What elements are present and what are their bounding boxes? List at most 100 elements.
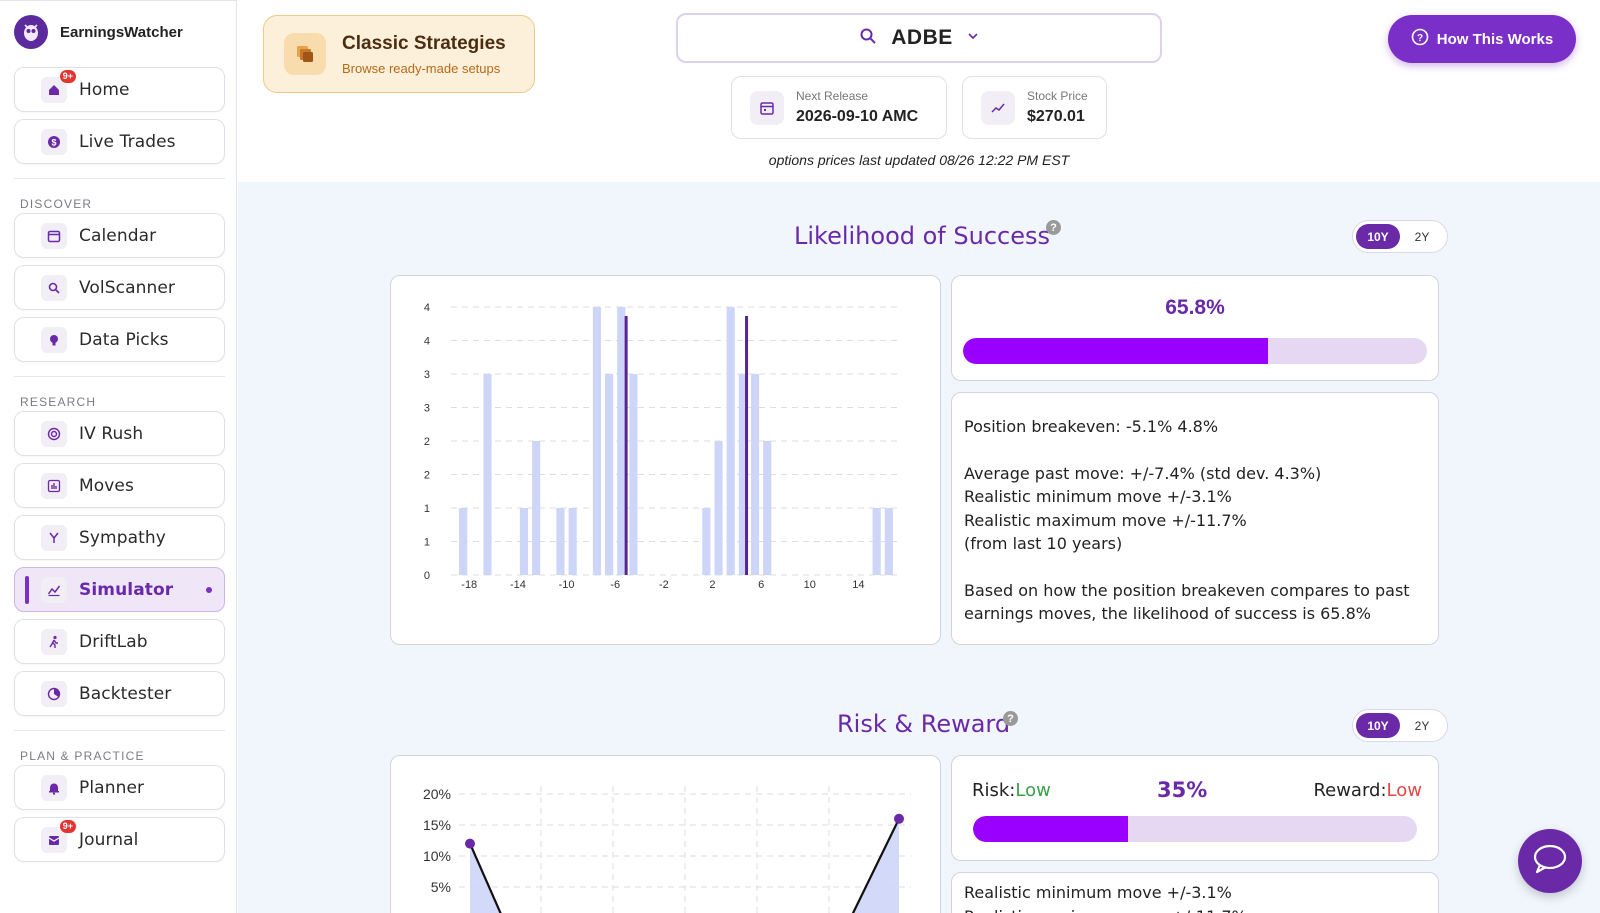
histogram-bar — [629, 374, 638, 575]
stock-price-box: Stock Price $270.01 — [962, 76, 1107, 139]
risk-reward-stats: Realistic minimum move +/-3.1% Realistic… — [964, 881, 1247, 913]
toggle-10y[interactable]: 10Y — [1356, 713, 1400, 738]
sidebar-item-label: Simulator — [79, 579, 174, 600]
ticker-selector[interactable]: ADBE — [676, 13, 1162, 63]
histogram-bar — [483, 374, 492, 575]
search-icon — [41, 274, 67, 301]
divider — [14, 730, 225, 731]
updated-timestamp: options prices last updated 08/26 12:22 … — [768, 152, 1070, 168]
help-circle-icon: ? — [1411, 28, 1429, 50]
histogram-bar — [884, 508, 893, 575]
likelihood-title: Likelihood of Success — [794, 222, 1050, 250]
sidebar-item-driftlab[interactable]: DriftLab — [14, 619, 225, 664]
sidebar-item-live-trades[interactable]: $ Live Trades — [14, 119, 225, 164]
sidebar-item-planner[interactable]: Planner — [14, 765, 225, 810]
sidebar-item-simulator[interactable]: Simulator — [14, 567, 225, 612]
calendar-icon — [750, 90, 784, 125]
toggle-2y[interactable]: 2Y — [1414, 229, 1430, 244]
risk-reward-title: Risk & Reward — [837, 710, 1011, 738]
y-tick-label: 3 — [424, 369, 430, 381]
loss-area-left — [470, 843, 501, 913]
payoff-line-right — [851, 818, 900, 913]
payoff-chart-card: 20% 15% 10% 5% — [390, 755, 941, 913]
histogram-bar — [532, 441, 541, 575]
sidebar-item-label: Journal — [79, 829, 139, 850]
next-release-box: Next Release 2026-09-10 AMC — [731, 76, 947, 139]
sidebar-item-label: Backtester — [79, 683, 172, 704]
sidebar-item-label: DriftLab — [79, 631, 148, 652]
sidebar-item-iv-rush[interactable]: IV Rush — [14, 411, 225, 456]
sidebar-item-label: Home — [79, 79, 130, 100]
y-tick-label: 3 — [424, 403, 430, 415]
histogram-bar — [872, 508, 881, 575]
stock-price-value: $270.01 — [1027, 108, 1085, 125]
journal-icon: 9+ — [41, 818, 77, 853]
sidebar-item-journal[interactable]: 9+ Journal — [14, 817, 225, 862]
chat-button[interactable] — [1518, 829, 1582, 893]
brand-name: EarningsWatcher — [60, 23, 183, 41]
sidebar-item-backtester[interactable]: Backtester — [14, 671, 225, 716]
section-label-research: RESEARCH — [20, 395, 97, 409]
y-tick-label: 5% — [431, 879, 451, 895]
active-indicator — [25, 576, 29, 604]
y-tick-label: 1 — [424, 503, 430, 515]
ticker-symbol: ADBE — [891, 26, 953, 49]
help-icon[interactable]: ? — [1003, 711, 1018, 726]
main-panel: Likelihood of Success ? 10Y 2Y 0 1 1 2 2 3 3 4 4… — [238, 182, 1600, 913]
histogram-bar — [714, 441, 723, 575]
y-tick-label: 0 — [424, 570, 430, 582]
y-tick-label: 2 — [424, 436, 430, 448]
risk-reward-percent: 35% — [1157, 778, 1208, 802]
trend-icon — [981, 90, 1015, 125]
histogram-bar — [617, 307, 626, 575]
help-icon[interactable]: ? — [1046, 220, 1061, 235]
risk-group: Risk:Low — [972, 780, 1051, 801]
reward-group: Reward:Low — [1313, 780, 1422, 801]
home-icon: 9+ — [41, 68, 77, 103]
likelihood-progress-bar — [963, 338, 1427, 364]
x-tick-label: -2 — [659, 579, 669, 591]
risk-reward-progress-bar — [973, 816, 1417, 842]
sidebar-item-sympathy[interactable]: Sympathy — [14, 515, 225, 560]
histogram-bar — [750, 374, 760, 575]
classic-strategies-button[interactable]: Classic Strategies Browse ready-made set… — [263, 15, 535, 93]
risk-label: Risk: — [972, 779, 1016, 801]
sidebar-item-label: Live Trades — [79, 131, 176, 152]
summary-line-2: earnings moves, the likelihood of succes… — [964, 604, 1371, 623]
bell-icon — [41, 774, 67, 801]
dollar-icon: $ — [41, 128, 67, 155]
x-tick-label: 2 — [709, 579, 715, 591]
sidebar-item-home[interactable]: 9+ Home — [14, 67, 225, 112]
brand[interactable]: EarningsWatcher — [14, 15, 183, 49]
histogram-bar — [763, 441, 772, 575]
classic-title: Classic Strategies — [342, 32, 506, 54]
histogram-bar — [605, 374, 614, 575]
section-label-plan: PLAN & PRACTICE — [20, 749, 145, 763]
x-tick-label: 14 — [852, 579, 864, 591]
histogram-bar — [519, 508, 529, 575]
sidebar-item-data-picks[interactable]: Data Picks — [14, 317, 225, 362]
simulator-icon — [41, 576, 67, 603]
x-tick-label: 10 — [804, 579, 816, 591]
histogram-bar — [592, 307, 602, 575]
history-icon — [41, 680, 67, 707]
sidebar-item-label: IV Rush — [79, 423, 144, 444]
runner-icon — [41, 628, 67, 655]
y-tick-label: 1 — [424, 537, 430, 549]
sidebar-item-calendar[interactable]: Calendar — [14, 213, 225, 258]
toggle-10y[interactable]: 10Y — [1356, 224, 1400, 249]
toggle-2y[interactable]: 2Y — [1414, 718, 1430, 733]
reward-label: Reward: — [1313, 779, 1387, 801]
sidebar-item-volscanner[interactable]: VolScanner — [14, 265, 225, 310]
breakeven-text: Position breakeven: -5.1% 4.8% — [964, 417, 1219, 436]
lightbulb-icon — [41, 326, 67, 353]
how-this-works-button[interactable]: ? How This Works — [1388, 15, 1576, 63]
sidebar-item-moves[interactable]: Moves — [14, 463, 225, 508]
y-tick-label: 10% — [423, 848, 451, 864]
risk-reward-progress-fill — [973, 816, 1129, 842]
section-label-discover: DISCOVER — [20, 197, 93, 211]
y-tick-label: 15% — [423, 817, 451, 833]
y-tick-label: 20% — [423, 786, 451, 802]
average-move-text: Average past move: +/-7.4% (std dev. 4.3… — [964, 463, 1322, 483]
likelihood-period-toggle: 10Y 2Y — [1352, 220, 1448, 253]
